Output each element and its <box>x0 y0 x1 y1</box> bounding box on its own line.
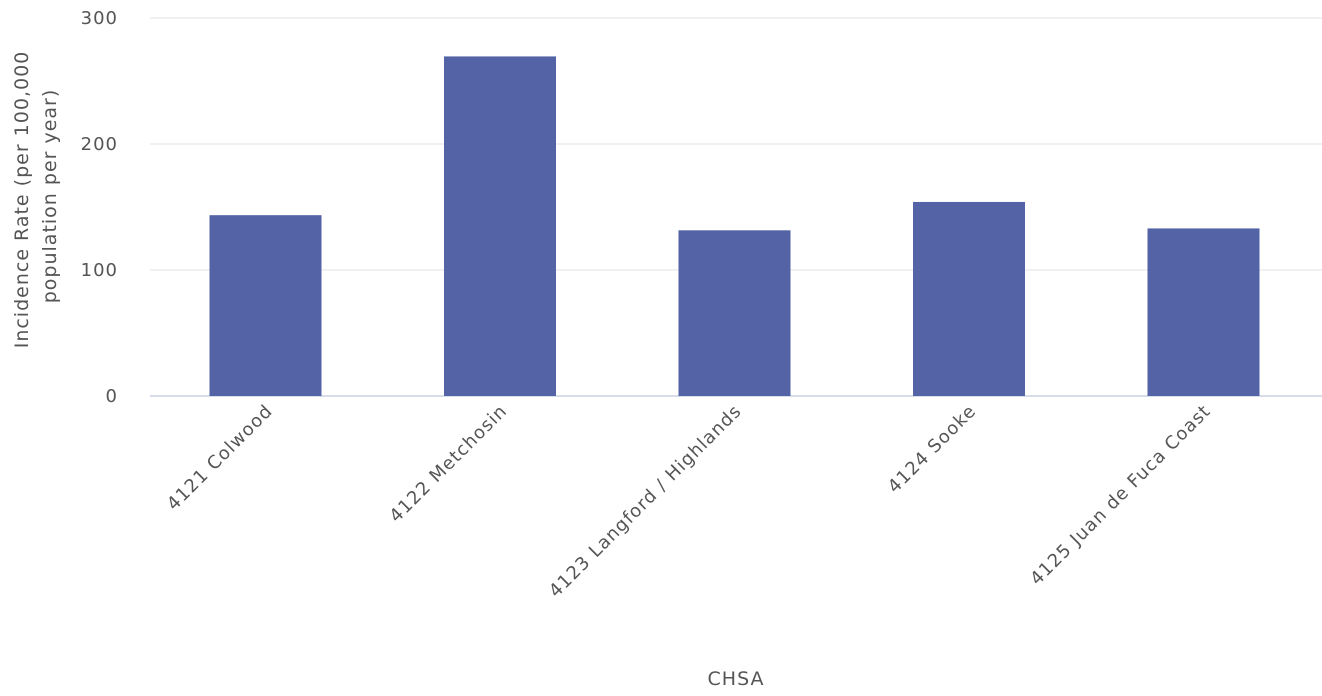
bar[interactable] <box>444 56 556 397</box>
x-axis-label: CHSA <box>708 668 765 690</box>
y-axis-label-line-2: population per year) <box>39 89 61 304</box>
x-tick-label: 4124 Sooke <box>884 401 981 498</box>
y-axis-label: Incidence Rate (per 100,000 population p… <box>11 44 61 349</box>
x-tick-labels: 4121 Colwood 4122 Metchosin 4123 Langford … <box>163 401 1215 602</box>
y-tick-label: 0 <box>106 386 118 407</box>
bar[interactable] <box>1147 228 1260 396</box>
y-tick-label: 100 <box>81 260 118 281</box>
bar[interactable] <box>209 215 322 396</box>
x-tick-label: 4121 Colwood <box>163 401 277 515</box>
y-tick-label: 300 <box>81 8 118 29</box>
y-tick-label: 200 <box>81 134 118 155</box>
bar[interactable] <box>913 201 1025 396</box>
x-tick-label: 4125 Juan de Fuca Coast <box>1026 401 1215 590</box>
x-tick-label: 4123 Langford / Highlands <box>545 401 746 602</box>
y-axis-label-line-1: Incidence Rate (per 100,000 <box>11 51 33 349</box>
bar[interactable] <box>678 230 791 396</box>
y-tick-labels: 0 100 200 300 <box>81 8 118 407</box>
bars <box>209 56 1260 397</box>
x-tick-label: 4122 Metchosin <box>385 401 511 527</box>
